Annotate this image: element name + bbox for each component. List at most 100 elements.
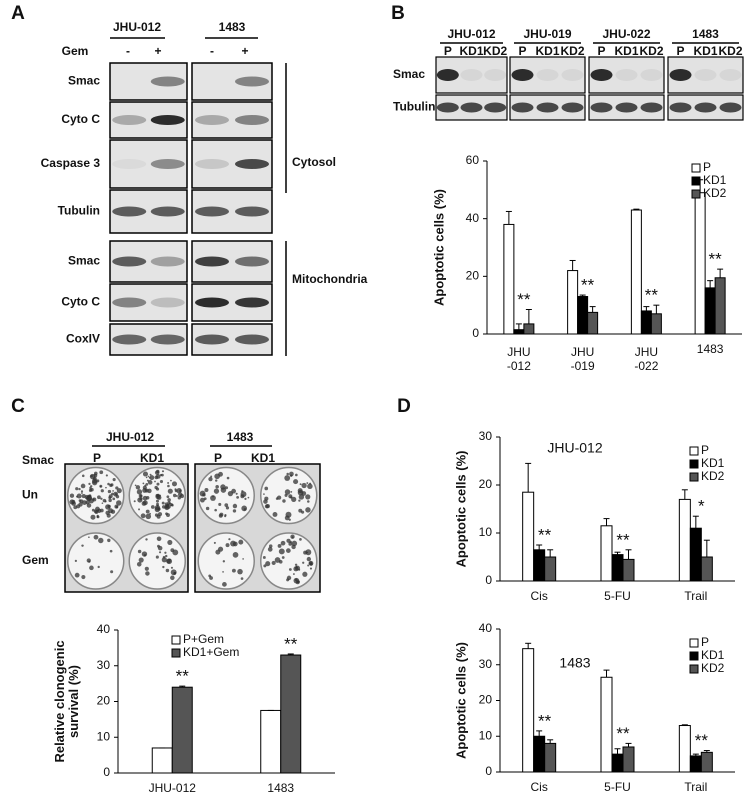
colony bbox=[232, 503, 238, 509]
colony bbox=[149, 475, 155, 481]
y-tick-label: 60 bbox=[466, 153, 480, 167]
colony bbox=[144, 566, 149, 571]
colony bbox=[263, 493, 265, 495]
colony bbox=[297, 488, 303, 494]
bar bbox=[678, 725, 691, 773]
colony bbox=[225, 486, 229, 490]
band bbox=[590, 102, 613, 113]
colony bbox=[112, 478, 116, 482]
colony bbox=[222, 560, 226, 563]
colony bbox=[179, 489, 182, 492]
colony bbox=[81, 574, 86, 580]
colony bbox=[278, 559, 283, 564]
colony bbox=[79, 499, 84, 504]
colony bbox=[166, 495, 170, 499]
x-tick-label: Cis bbox=[530, 780, 547, 794]
colony bbox=[114, 493, 118, 496]
colony bbox=[156, 504, 159, 507]
colony bbox=[100, 497, 103, 500]
colony bbox=[289, 540, 292, 543]
colony bbox=[284, 489, 291, 495]
colony bbox=[107, 538, 111, 543]
colony bbox=[108, 498, 112, 503]
colony bbox=[74, 559, 77, 562]
colony bbox=[161, 501, 165, 505]
band bbox=[235, 159, 269, 169]
colony bbox=[298, 568, 301, 571]
legend-label: KD2 bbox=[701, 661, 725, 675]
colony bbox=[97, 495, 101, 500]
bar bbox=[694, 192, 706, 335]
colony bbox=[170, 566, 174, 569]
bar bbox=[689, 755, 702, 773]
colony bbox=[295, 473, 298, 477]
colony bbox=[204, 487, 209, 492]
colony bbox=[133, 500, 136, 503]
band bbox=[195, 206, 229, 217]
bar bbox=[611, 554, 624, 582]
colony bbox=[148, 476, 151, 479]
colony bbox=[226, 476, 230, 480]
y-tick-label: 40 bbox=[466, 211, 480, 225]
y-tick-label: 0 bbox=[485, 573, 492, 587]
y-axis-label: Apoptotic cells (%) bbox=[453, 642, 468, 759]
colony bbox=[268, 544, 273, 548]
band bbox=[195, 334, 229, 345]
colony bbox=[236, 496, 240, 499]
colony bbox=[171, 481, 178, 487]
colony bbox=[75, 487, 79, 491]
band bbox=[719, 102, 742, 113]
colony bbox=[214, 508, 217, 512]
colony bbox=[307, 564, 310, 567]
colony bbox=[277, 543, 282, 548]
band bbox=[511, 102, 534, 113]
row-label: Smac bbox=[68, 74, 100, 88]
y-tick-label: 20 bbox=[479, 477, 493, 491]
colony bbox=[156, 493, 160, 497]
colony bbox=[208, 476, 213, 482]
band bbox=[484, 69, 507, 81]
y-tick-label: 30 bbox=[97, 658, 111, 672]
colony bbox=[176, 488, 182, 494]
colony bbox=[139, 497, 143, 501]
y-tick-label: 20 bbox=[97, 694, 111, 708]
colony bbox=[288, 541, 293, 546]
legend-swatch bbox=[691, 189, 701, 199]
colony bbox=[213, 488, 220, 494]
colony bbox=[88, 536, 90, 539]
y-tick-label: 40 bbox=[479, 621, 493, 635]
band bbox=[235, 256, 269, 267]
colony bbox=[164, 551, 167, 554]
group-label: 1483 bbox=[227, 430, 254, 444]
band bbox=[195, 297, 229, 308]
colony bbox=[135, 485, 141, 490]
colony bbox=[179, 494, 185, 499]
y-axis-label: Apoptotic cells (%) bbox=[453, 450, 468, 567]
y-tick-label: 10 bbox=[479, 525, 493, 539]
band bbox=[536, 102, 559, 113]
bar bbox=[704, 287, 716, 335]
colony bbox=[240, 494, 245, 499]
lane-label: + bbox=[241, 44, 248, 58]
lane-label: + bbox=[154, 44, 161, 58]
colony bbox=[212, 495, 214, 498]
bar bbox=[513, 329, 525, 335]
colony bbox=[137, 549, 142, 554]
plate bbox=[128, 532, 186, 590]
colony bbox=[232, 541, 238, 547]
colony bbox=[247, 496, 250, 499]
lane-label: KD1 bbox=[693, 44, 717, 58]
bar bbox=[544, 556, 557, 582]
colony bbox=[69, 493, 75, 498]
colony bbox=[215, 484, 219, 489]
colony bbox=[294, 578, 298, 582]
colony bbox=[290, 491, 293, 493]
colony bbox=[244, 497, 247, 501]
bar bbox=[522, 648, 535, 773]
group-label: JHU-019 bbox=[523, 27, 571, 41]
band bbox=[195, 115, 229, 125]
row-label: Gem bbox=[22, 553, 49, 567]
legend-label: KD1+Gem bbox=[183, 645, 239, 659]
colony bbox=[80, 483, 86, 489]
colony bbox=[138, 508, 141, 511]
